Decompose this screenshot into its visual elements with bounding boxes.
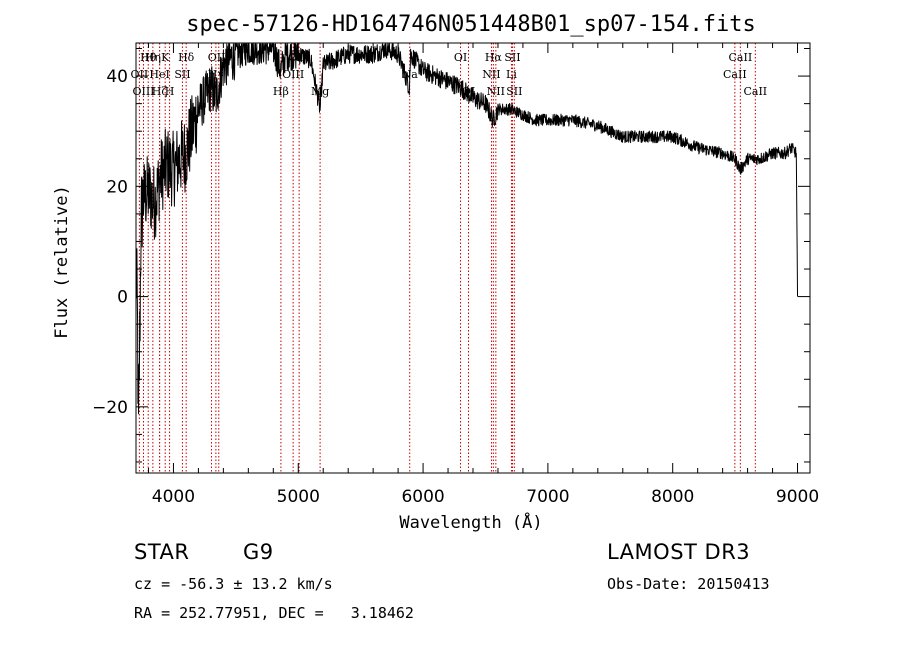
line-label-14: OIII [282,68,304,81]
x-axis: 4000 5000 6000 7000 8000 9000 [147,43,819,507]
chart-title: spec-57126-HD164746N051448B01_sp07-154.f… [186,12,756,37]
y-tick-label-3: 40 [106,67,128,87]
line-label-1: Hη [145,51,161,64]
x-tick-label-4: 8000 [651,487,694,507]
spectrum-line [135,43,798,415]
line-label-20: Hα [485,51,503,64]
object-class: STAR [134,540,190,564]
line-label-21: NII [482,68,500,81]
obs-date: Obs-Date: 20150413 [607,575,770,593]
line-label-23: SII [504,51,520,64]
x-tick-label-2: 6000 [401,487,444,507]
line-label-22: NII [487,85,505,98]
redshift-readout: cz = -56.3 ± 13.2 km/s [134,575,333,593]
line-label-5: HeI [149,68,169,81]
x-tick-label-5: 9000 [776,487,819,507]
y-tick-label-0: −20 [92,398,128,418]
line-label-25: SII [506,85,522,98]
x-axis-title: Wavelength (Å) [399,511,542,533]
x-tick-label-0: 4000 [152,487,195,507]
y-tick-label-2: 20 [106,177,128,197]
line-label-9: SII [174,68,190,81]
line-label-18: OI [454,51,467,64]
line-label-2: OII [131,68,149,81]
line-label-4: H [165,85,175,98]
line-label-28: CaII [743,85,767,98]
y-axis-title: Flux (relative) [52,185,72,339]
y-axis: −20 0 20 40 [92,48,810,463]
emission-line-markers [138,43,756,473]
line-label-7: Hζ [152,85,168,98]
plot-frame [135,42,811,474]
line-label-12: G [207,85,216,98]
x-tick-label-3: 7000 [526,487,569,507]
line-label-0: Hθ [140,51,157,64]
line-label-24: Li [506,68,517,81]
line-label-15: Hβ [273,85,289,98]
line-label-3: K [161,51,170,64]
subclass: G9 [243,540,274,564]
survey-name: LAMOST DR3 [607,540,751,564]
line-label-26: CaII [729,51,753,64]
y-tick-label-1: 0 [117,288,128,308]
line-label-6: OIII [132,85,154,98]
line-label-8: Hδ [178,51,195,64]
x-tick-label-1: 5000 [277,487,320,507]
line-label-27: CaII [723,68,747,81]
coordinates: RA = 252.77951, DEC = 3.18462 [134,604,414,622]
